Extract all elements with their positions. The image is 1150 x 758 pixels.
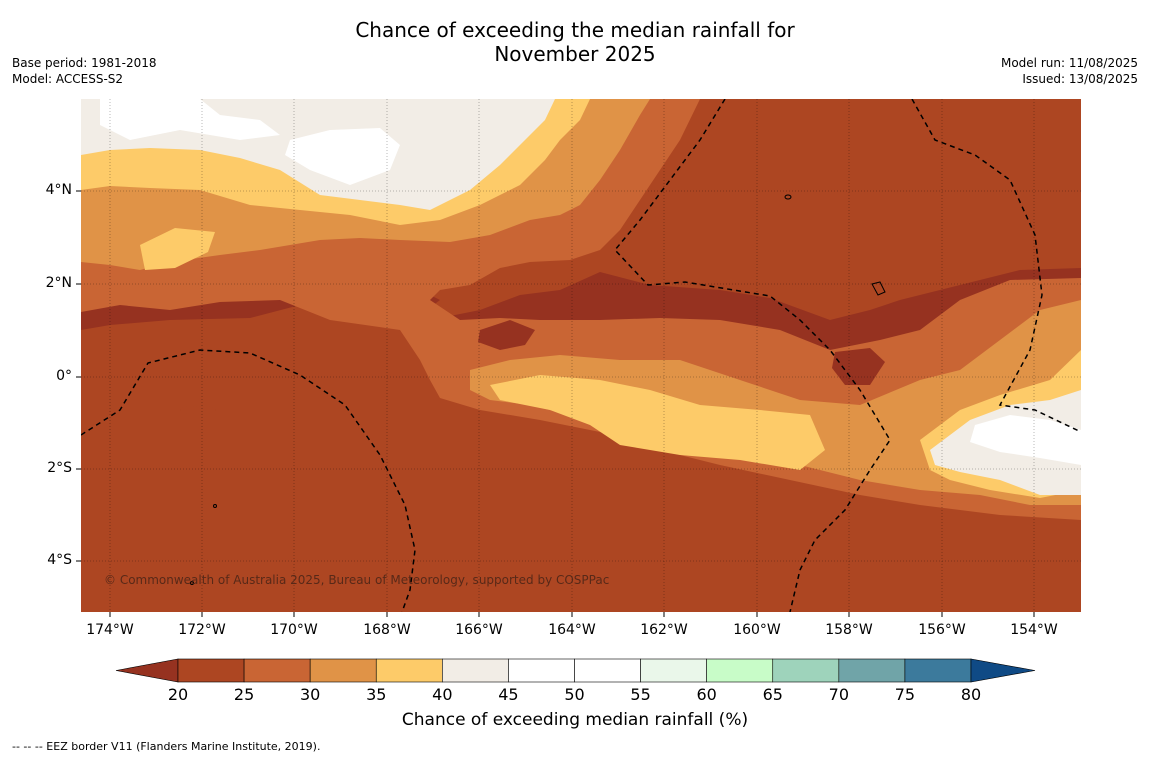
issued-date: Issued: 13/08/2025 (1022, 72, 1138, 86)
colorbar-bin-35-40 (375, 658, 443, 683)
lon-label-172w: 172°W (178, 622, 226, 638)
title-line-1: Chance of exceeding the median rainfall … (355, 18, 795, 42)
lon-ticks (109, 612, 1035, 617)
colorbar-bin-55-60 (640, 658, 707, 683)
eez-borders (81, 99, 1081, 612)
lon-label-170w: 170°W (270, 622, 318, 638)
colorbar-tick-50: 50 (564, 685, 585, 704)
lat-label-2s: 2°S (47, 460, 72, 476)
lat-label-4n: 4°N (45, 182, 72, 198)
colorbar-tick-70: 70 (828, 685, 849, 704)
colorbar-bin-50-55 (574, 658, 641, 683)
map-title: Chance of exceeding the median rainfall … (0, 18, 1150, 66)
colorbar-bin-40-45 (442, 658, 509, 683)
colorbar-tick-20: 20 (167, 685, 189, 704)
lat-label-4s: 4°S (47, 552, 72, 568)
title-line-2: November 2025 (494, 42, 656, 66)
colorbar-bin-65-70 (772, 658, 840, 683)
lat-label-2n: 2°N (45, 275, 72, 291)
colorbar-tick-65: 65 (762, 685, 783, 704)
base-period: Base period: 1981-2018 (12, 56, 157, 70)
band-under-20-islet (478, 320, 535, 350)
colorbar-over-arrow (970, 658, 1036, 683)
lon-label-154w: 154°W (1010, 622, 1058, 638)
rainfall-field (81, 99, 1081, 612)
colorbar-tick-25: 25 (233, 685, 255, 704)
lon-label-164w: 164°W (548, 622, 596, 638)
lat-label-0: 0° (56, 368, 72, 384)
eez-footnote: -- -- -- EEZ border V11 (Flanders Marine… (12, 740, 321, 753)
lon-label-162w: 162°W (640, 622, 688, 638)
colorbar-tick-55: 55 (630, 685, 651, 704)
meta-left: Base period: 1981-2018 Model: ACCESS-S2 (12, 55, 157, 87)
band-under-20-islet-2 (832, 348, 885, 385)
colorbar-title: Chance of exceeding median rainfall (%) (401, 710, 749, 730)
colorbar-tick-60: 60 (696, 685, 717, 704)
band-35-40-islet (510, 380, 560, 398)
model-run: Model run: 11/08/2025 (1000, 56, 1138, 70)
colorbar (115, 658, 1036, 683)
colorbar-bin-30-35 (309, 658, 377, 683)
band-40-45 (81, 99, 1081, 495)
colorbar-bin-60-65 (706, 658, 774, 683)
colorbar-tick-80: 80 (960, 685, 982, 704)
colorbar-bin-70-75 (838, 658, 906, 683)
colorbar-tick-75: 75 (894, 685, 916, 704)
colorbar-tick-45: 45 (498, 685, 519, 704)
lon-label-166w: 166°W (455, 622, 503, 638)
band-20-25-islet (180, 406, 216, 414)
band-45-50 (100, 99, 1081, 465)
colorbar-tick-40: 40 (432, 685, 453, 704)
band-35-40 (81, 99, 1081, 498)
colorbar-bin-20-25 (177, 658, 245, 683)
lon-label-158w: 158°W (825, 622, 873, 638)
colorbar-bin-25-30 (243, 658, 311, 683)
lon-label-156w: 156°W (918, 622, 966, 638)
meta-right: Model run: 11/08/2025 Issued: 13/08/2025 (1001, 55, 1138, 87)
colorbar-tick-30: 30 (299, 685, 321, 704)
colorbar-tick-35: 35 (366, 685, 387, 704)
lon-label-168w: 168°W (363, 622, 411, 638)
lat-ticks (76, 190, 81, 562)
colorbar-under-arrow (115, 658, 179, 683)
model-name: Model: ACCESS-S2 (12, 72, 124, 86)
colorbar-bin-75-80 (904, 658, 972, 683)
lon-label-160w: 160°W (733, 622, 781, 638)
islands (190, 194, 886, 585)
lon-label-174w: 174°W (86, 622, 134, 638)
colorbar-bin-45-50 (508, 658, 575, 683)
copyright-text: © Commonwealth of Australia 2025, Bureau… (104, 573, 610, 587)
